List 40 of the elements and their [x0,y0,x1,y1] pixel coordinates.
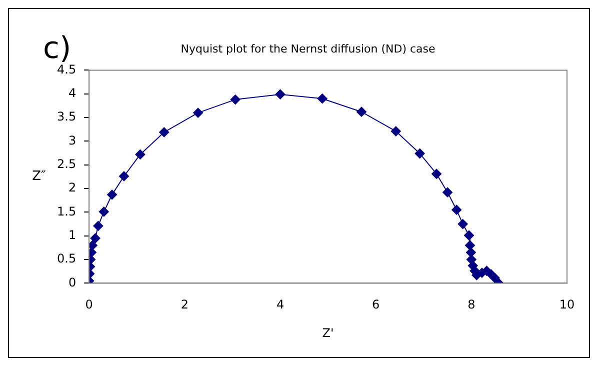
point [464,240,475,250]
x-tick-label: 8 [468,298,476,312]
x-tick-label: 10 [559,298,575,312]
y-tick-label: 3 [68,133,76,148]
point [118,171,129,182]
y-tick-label: 4 [68,86,76,100]
point [390,126,401,136]
y-axis-title: Z″ [32,169,46,184]
x-tick-label: 6 [372,298,380,312]
y-tick-label: 2 [68,180,76,195]
point [414,148,425,159]
point [275,89,286,100]
x-tick-label: 2 [180,298,188,312]
point [193,108,204,118]
y-tick-label: 0 [68,275,76,290]
point [230,94,240,105]
point [317,94,328,104]
point [90,233,100,244]
point [490,272,500,283]
x-tick-label: 4 [276,298,284,312]
point [107,190,118,200]
point [135,149,146,160]
point [442,187,453,198]
point [432,168,442,179]
point [466,247,476,258]
x-axis-title: Z' [322,326,334,340]
y-tick-label: 1 [68,228,76,242]
point [159,127,170,138]
point [452,204,462,215]
x-tick-label: 0 [85,298,93,312]
point [93,220,104,231]
point [356,106,366,117]
point [98,206,109,217]
point [464,230,474,240]
y-tick-label: 3.5 [56,110,76,124]
point [458,219,468,230]
y-tick-label: 1.5 [56,204,76,218]
chart-title: Nyquist plot for the Nernst diffusion (ND) case [180,42,436,56]
y-tick-label: 2.5 [56,156,76,171]
y-tick-label: 0.5 [56,252,76,266]
